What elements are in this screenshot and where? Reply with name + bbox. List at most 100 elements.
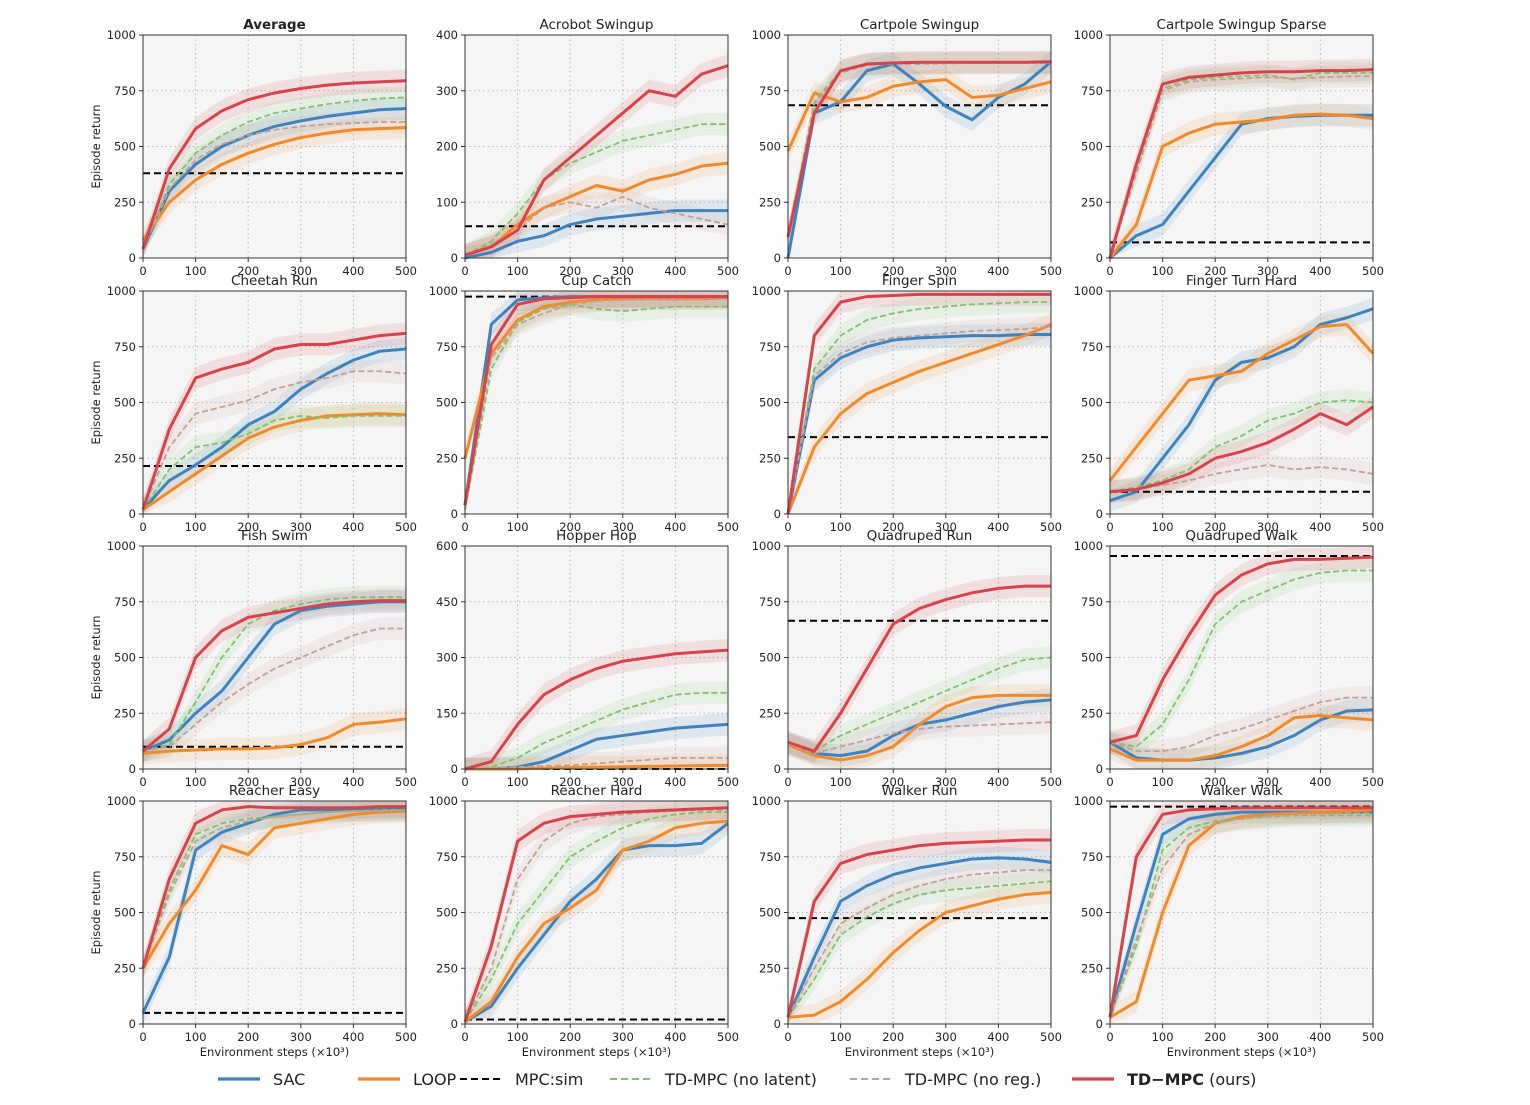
x-tick-label: 300 <box>935 520 957 534</box>
series-td-mpc-no-reg <box>1109 696 1373 753</box>
panel-finger-spin: 0 250 500 750 1000 0 100 200 300 400 500 Finger Spi… <box>752 273 1062 534</box>
y-tick-label: 750 <box>114 340 136 354</box>
band-sac <box>465 713 728 769</box>
y-tick-label: 500 <box>1081 651 1103 665</box>
band-td-mpc <box>1110 58 1373 258</box>
series-sac <box>142 600 406 753</box>
y-tick-label: 250 <box>759 451 781 465</box>
band-td-mpc-no-reg <box>788 51 1051 250</box>
y-tick-label: 250 <box>1081 961 1103 975</box>
series-sac <box>141 107 407 250</box>
y-tick-label: 1000 <box>107 28 136 42</box>
y-tick-label: 250 <box>436 451 458 465</box>
x-tick-label: 300 <box>1257 1030 1279 1044</box>
series-td-mpc-no-reg <box>142 809 407 969</box>
legend-item-mpc-sim: MPC:sim <box>460 1070 583 1089</box>
y-tick-label: 1000 <box>107 284 136 298</box>
x-tick-label: 200 <box>559 775 581 789</box>
series-td-mpc <box>463 295 728 506</box>
y-tick-label: 100 <box>436 195 458 209</box>
x-tick-label: 0 <box>139 775 146 789</box>
x-tick-label: 500 <box>1040 1030 1062 1044</box>
y-tick-label: 0 <box>1096 1017 1103 1031</box>
panel-cup-catch: 0 250 500 750 1000 0 100 200 300 400 500 Cup Catch <box>429 273 739 534</box>
x-tick-label: 400 <box>987 520 1009 534</box>
series-td-mpc <box>786 292 1051 515</box>
band-td-mpc-no-latent <box>143 801 406 980</box>
series-loop <box>142 717 407 755</box>
band-td-mpc <box>788 828 1051 1024</box>
panel-title: Walker Run <box>882 783 958 799</box>
y-tick-label: 1000 <box>752 28 781 42</box>
series-td-mpc-no-reg <box>142 121 406 250</box>
series-td-mpc <box>1109 405 1374 494</box>
x-tick-label: 400 <box>1309 520 1331 534</box>
band-loop <box>1110 704 1373 769</box>
series-loop <box>1109 713 1374 762</box>
series-td-mpc-no-reg <box>464 297 728 508</box>
x-tick-label: 100 <box>185 775 207 789</box>
y-tick-label: 500 <box>759 396 781 410</box>
series-sac <box>464 209 728 260</box>
legend-item-td-mpc: TD−MPC (ours) <box>1072 1070 1256 1089</box>
y-tick-label: 0 <box>1096 762 1103 776</box>
x-tick-label: 0 <box>784 264 791 278</box>
panel-walker-run: 0 250 500 750 1000 0 100 200 300 400 500 Walker Run… <box>752 783 1062 1059</box>
x-tick-label: 400 <box>342 1030 364 1044</box>
panel-reacher-easy: 0 250 500 750 1000 0 100 200 300 400 500 Reacher Ea… <box>89 783 417 1059</box>
band-td-mpc-no-latent <box>788 646 1051 763</box>
band-sac <box>465 291 728 514</box>
y-tick-label: 0 <box>129 1017 136 1031</box>
y-tick-label: 750 <box>114 850 136 864</box>
panel-title: Reacher Hard <box>551 783 643 799</box>
legend-label: LOOP <box>413 1070 457 1089</box>
series-td-mpc-no-latent <box>787 301 1051 515</box>
y-tick-label: 300 <box>436 651 458 665</box>
y-tick-label: 1000 <box>429 794 458 808</box>
panel-quadruped-walk: 0 250 500 750 1000 0 100 200 300 400 500 Quadruped … <box>1074 528 1384 789</box>
x-tick-label: 500 <box>1040 264 1062 278</box>
x-tick-label: 300 <box>290 775 312 789</box>
x-tick-label: 500 <box>1362 775 1384 789</box>
y-tick-label: 0 <box>129 762 136 776</box>
band-td-mpc-no-latent <box>788 51 1051 250</box>
x-tick-label: 400 <box>1309 264 1331 278</box>
panel-average: 0 250 500 750 1000 0 100 200 300 400 500 Average Epi… <box>89 17 417 278</box>
legend-label: SAC <box>273 1070 305 1089</box>
band-td-mpc-no-latent <box>1110 61 1373 259</box>
series-td-mpc-no-latent <box>1109 569 1373 748</box>
series-td-mpc <box>786 838 1051 1018</box>
y-tick-label: 250 <box>114 451 136 465</box>
y-tick-label: 500 <box>759 651 781 665</box>
y-tick-label: 750 <box>759 595 781 609</box>
y-tick-label: 400 <box>436 28 458 42</box>
x-tick-label: 500 <box>717 1030 739 1044</box>
series-td-mpc-no-latent <box>1109 399 1374 493</box>
series-sac <box>1109 307 1374 503</box>
band-td-mpc <box>788 50 1051 248</box>
series-loop <box>141 809 407 970</box>
series-td-mpc <box>142 599 406 753</box>
x-tick-label: 100 <box>507 1030 529 1044</box>
x-tick-label: 200 <box>882 520 904 534</box>
x-tick-label: 0 <box>1106 520 1113 534</box>
y-tick-label: 750 <box>1081 595 1103 609</box>
y-tick-label: 0 <box>1096 251 1103 265</box>
series-td-mpc <box>463 806 729 1023</box>
y-tick-label: 0 <box>774 762 781 776</box>
band-loop <box>1110 103 1373 258</box>
x-axis-label: Environment steps (×10³) <box>1167 1045 1316 1059</box>
band-sac <box>788 50 1051 258</box>
y-tick-label: 250 <box>114 961 136 975</box>
band-sac <box>788 846 1051 1024</box>
x-tick-label: 400 <box>1309 1030 1331 1044</box>
band-td-mpc-no-latent <box>465 293 728 514</box>
x-tick-label: 300 <box>935 1030 957 1044</box>
panel-title: Fish Swim <box>241 528 308 544</box>
x-tick-label: 100 <box>185 520 207 534</box>
y-tick-label: 500 <box>436 396 458 410</box>
band-loop <box>465 291 728 470</box>
band-td-mpc-no-latent <box>465 681 728 769</box>
panel-title: Acrobot Swingup <box>540 17 654 33</box>
series-sac <box>786 856 1052 1018</box>
